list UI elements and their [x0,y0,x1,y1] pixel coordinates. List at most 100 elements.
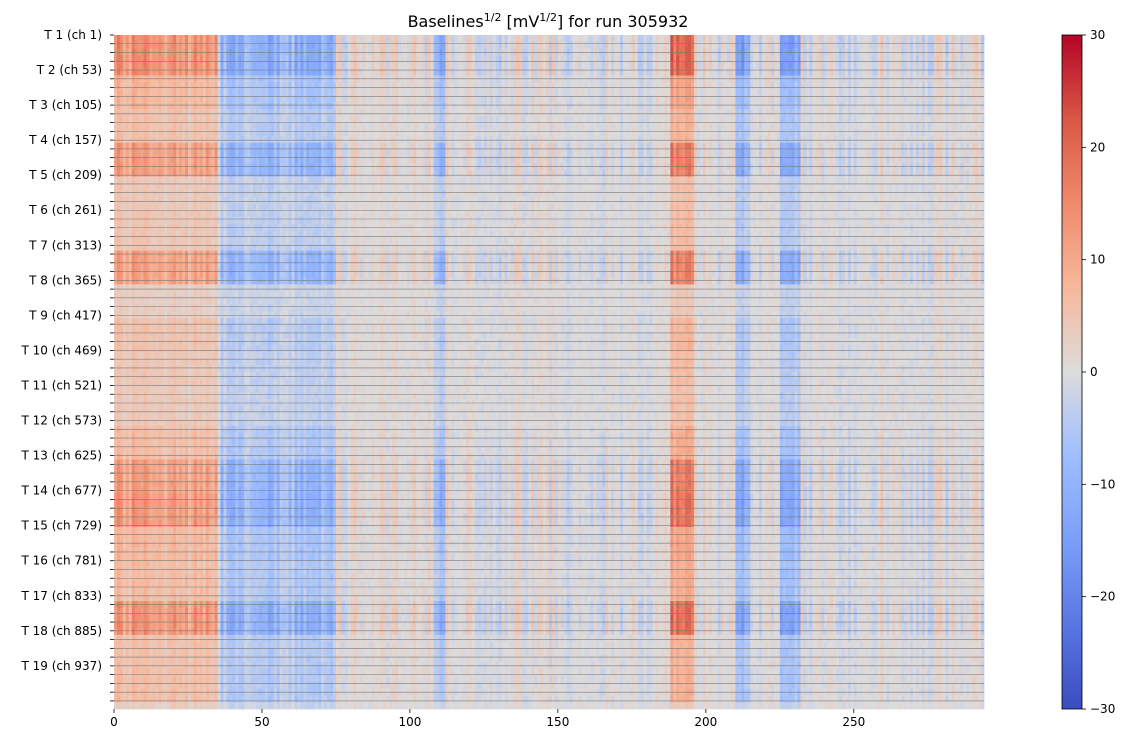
heatmap-cell [422,62,425,69]
heatmap-cell [771,129,774,136]
heatmap-cell [309,62,312,69]
heatmap-cell [357,62,360,69]
heatmap-cell [499,136,502,143]
heatmap-cell [321,82,324,89]
heatmap-cell [300,89,303,96]
heatmap-cell [801,48,804,55]
heatmap-cell [333,109,336,116]
heatmap-cell [694,116,697,123]
heatmap-cell [904,102,907,109]
heatmap-cell [759,35,762,42]
heatmap-cell [543,42,546,49]
heatmap-cell [138,35,141,42]
heatmap-cell [120,129,123,136]
heatmap-cell [795,109,798,116]
heatmap-cell [727,35,730,42]
heatmap-cell [386,123,389,130]
heatmap-cell [451,136,454,143]
heatmap-cell [448,96,451,103]
heatmap-cell [880,35,883,42]
heatmap-cell [445,42,448,49]
heatmap-cell [934,42,937,49]
heatmap-cell [410,129,413,136]
heatmap-cell [519,109,522,116]
heatmap-cell [525,48,528,55]
heatmap-cell [555,82,558,89]
heatmap-cell [413,82,416,89]
heatmap-cell [262,35,265,42]
heatmap-cell [969,82,972,89]
heatmap-cell [780,116,783,123]
heatmap-cell [466,116,469,123]
heatmap-cell [445,109,448,116]
heatmap-cell [774,62,777,69]
heatmap-cell [753,116,756,123]
heatmap-cell [475,89,478,96]
heatmap-cell [348,89,351,96]
heatmap-cell [271,35,274,42]
heatmap-cell [173,62,176,69]
heatmap-cell [919,123,922,130]
heatmap-cell [981,123,984,130]
heatmap-cell [117,35,120,42]
heatmap-cell [289,109,292,116]
heatmap-cell [232,82,235,89]
heatmap-cell [552,42,555,49]
heatmap-cell [602,42,605,49]
heatmap-cell [262,129,265,136]
heatmap-cell [653,109,656,116]
heatmap-cell [883,89,886,96]
heatmap-cell [324,42,327,49]
heatmap-cell [300,42,303,49]
heatmap-cell [194,42,197,49]
heatmap-cell [661,48,664,55]
heatmap-cell [451,96,454,103]
heatmap-cell [150,102,153,109]
heatmap-cell [931,123,934,130]
heatmap-cell [644,82,647,89]
heatmap-cell [265,102,268,109]
heatmap-cell [422,42,425,49]
heatmap-cell [827,109,830,116]
heatmap-cell [916,116,919,123]
heatmap-cell [309,48,312,55]
heatmap-cell [312,96,315,103]
heatmap-cell [795,96,798,103]
heatmap-cell [818,48,821,55]
heatmap-cell [901,35,904,42]
heatmap-cell [235,82,238,89]
heatmap-cell [330,136,333,143]
heatmap-cell [398,96,401,103]
heatmap-cell [437,136,440,143]
heatmap-cell [747,42,750,49]
heatmap-cell [718,102,721,109]
heatmap-cell [638,129,641,136]
heatmap-cell [129,129,132,136]
heatmap-cell [312,42,315,49]
heatmap-cell [191,42,194,49]
heatmap-cell [727,96,730,103]
heatmap-cell [445,89,448,96]
heatmap-cell [614,82,617,89]
heatmap-cell [209,62,212,69]
heatmap-cell [422,123,425,130]
heatmap-cell [525,129,528,136]
heatmap-cell [667,62,670,69]
heatmap-cell [644,62,647,69]
heatmap-cell [904,42,907,49]
heatmap-cell [842,35,845,42]
heatmap-cell [798,96,801,103]
heatmap-cell [789,96,792,103]
heatmap-cell [505,42,508,49]
heatmap-cell [404,82,407,89]
heatmap-cell [197,48,200,55]
heatmap-cell [854,48,857,55]
heatmap-cell [818,109,821,116]
heatmap-cell [357,35,360,42]
heatmap-cell [667,102,670,109]
heatmap-cell [931,96,934,103]
heatmap-cell [206,96,209,103]
heatmap-cell [419,102,422,109]
heatmap-cell [135,35,138,42]
